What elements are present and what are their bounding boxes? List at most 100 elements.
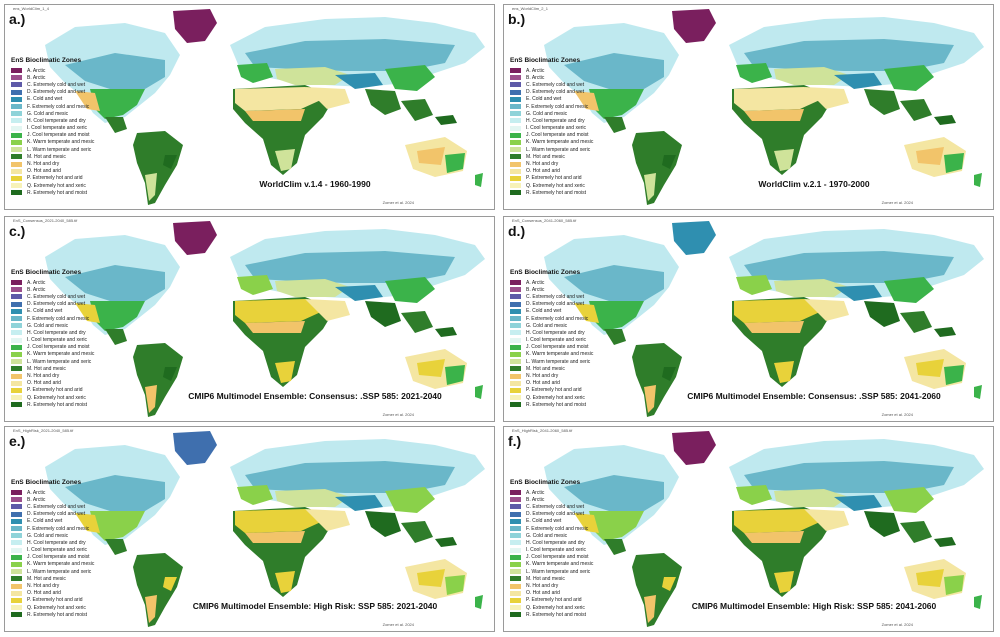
map-panel-6: EnS_HighRisk_2041-2060_585.tif f.) EnS B… xyxy=(503,426,994,632)
legend-label: I. Cool temperate and xeric xyxy=(27,125,88,132)
legend-label: B. Arctic xyxy=(526,74,545,81)
indonesia xyxy=(934,327,956,337)
legend-label: L. Warm temperate and xeric xyxy=(27,146,92,153)
indonesia xyxy=(435,115,457,125)
panel-title: CMIP6 Multimodel Ensemble: Consensus: .S… xyxy=(687,391,941,401)
south-america xyxy=(133,553,183,627)
southern-africa xyxy=(774,361,794,383)
legend-label: P. Extremely hot and arid xyxy=(526,597,582,604)
continents xyxy=(544,9,984,205)
legend-item: N. Hot and dry xyxy=(11,582,131,589)
legend-label: G. Cold and mesic xyxy=(526,532,568,539)
legend-swatch xyxy=(510,301,521,307)
legend-item: N. Hot and dry xyxy=(510,372,630,379)
indonesia xyxy=(934,537,956,547)
legend-item: I. Cool temperate and xeric xyxy=(510,125,630,132)
legend-item: A. Arctic xyxy=(11,67,131,74)
legend-item: A. Arctic xyxy=(510,489,630,496)
legend-swatch xyxy=(11,111,22,117)
australia-interior xyxy=(916,569,944,587)
legend-item: B. Arctic xyxy=(510,496,630,503)
legend-swatch xyxy=(510,68,521,74)
southern-africa xyxy=(275,361,295,383)
legend-item: I. Cool temperate and xeric xyxy=(11,547,131,554)
legend-label: A. Arctic xyxy=(27,489,46,496)
legend-label: M. Hot and mesic xyxy=(27,365,66,372)
legend-swatch xyxy=(510,118,521,124)
legend-label: G. Cold and mesic xyxy=(526,322,568,329)
legend-swatch xyxy=(510,139,521,145)
map-panel-5: EnS_HighRisk_2021-2040_585.tif e.) EnS B… xyxy=(4,426,495,632)
legend-label: J. Cool temperate and moist xyxy=(27,132,90,139)
legend-item: P. Extremely hot and arid xyxy=(510,597,630,604)
legend-item: A. Arctic xyxy=(11,279,131,286)
legend-item: B. Arctic xyxy=(510,74,630,81)
legend-label: N. Hot and dry xyxy=(27,161,60,168)
legend-swatch xyxy=(510,605,521,611)
legend-swatch xyxy=(510,373,521,379)
legend-label: M. Hot and mesic xyxy=(526,575,565,582)
legend-swatch xyxy=(11,175,22,181)
legend-label: C. Extremely cold and wet xyxy=(526,81,585,88)
tibet xyxy=(335,495,383,511)
world-map xyxy=(544,221,984,417)
north-america-temperate xyxy=(589,511,644,541)
legend-item: M. Hot and mesic xyxy=(11,575,131,582)
legend-item: H. Cool temperate and dry xyxy=(510,117,630,124)
central-america xyxy=(604,329,626,345)
legend-swatch xyxy=(510,294,521,300)
legend-swatch xyxy=(11,526,22,532)
new-zealand xyxy=(974,595,982,609)
southeast-asia xyxy=(900,99,932,121)
legend-swatch xyxy=(11,89,22,95)
legend-swatch xyxy=(11,287,22,293)
australia-east xyxy=(445,365,465,385)
legend-item: D. Extremely cold and wet xyxy=(11,301,131,308)
sahara xyxy=(734,509,822,533)
legend-label: K. Warm temperate and mesic xyxy=(526,139,594,146)
legend-label: F. Extremely cold and mesic xyxy=(27,103,90,110)
world-map xyxy=(45,431,485,627)
legend-label: L. Warm temperate and xeric xyxy=(526,358,591,365)
world-map xyxy=(45,9,485,205)
north-america-southwest xyxy=(574,303,599,323)
legend-item: C. Extremely cold and wet xyxy=(11,81,131,88)
legend-item: N. Hot and dry xyxy=(11,160,131,167)
new-zealand xyxy=(475,385,483,399)
legend-label: D. Extremely cold and wet xyxy=(526,511,585,518)
legend-title: EnS Bioclimatic Zones xyxy=(11,269,82,276)
legend-item: D. Extremely cold and wet xyxy=(11,89,131,96)
panel-title: CMIP6 Multimodel Ensemble: High Risk: SS… xyxy=(192,601,438,611)
legend-label: H. Cool temperate and dry xyxy=(27,117,86,124)
legend-item: Q. Extremely hot and xeric xyxy=(11,394,131,401)
credit: Zomer et al. 2024 xyxy=(382,412,414,417)
legend-item: E. Cold and wet xyxy=(11,96,131,103)
legend-item: Q. Extremely hot and xeric xyxy=(11,604,131,611)
legend-swatch xyxy=(11,75,22,81)
legend-swatch xyxy=(510,111,521,117)
legend-item: L. Warm temperate and xeric xyxy=(510,568,630,575)
map-panel-4: EnS_Consensus_2041-2060_585.tif d.) EnS … xyxy=(503,216,994,422)
indonesia xyxy=(435,537,457,547)
panel-label: d.) xyxy=(508,223,526,239)
tibet xyxy=(834,285,882,301)
south-america-south xyxy=(644,173,656,201)
legend-item: P. Extremely hot and arid xyxy=(11,597,131,604)
south-asia xyxy=(864,301,900,327)
sahel xyxy=(744,321,804,333)
legend-swatch xyxy=(510,132,521,138)
legend-item: H. Cool temperate and dry xyxy=(11,539,131,546)
legend-item: I. Cool temperate and xeric xyxy=(11,337,131,344)
legend-item: H. Cool temperate and dry xyxy=(510,329,630,336)
legend-swatch xyxy=(11,612,22,618)
credit: Zomer et al. 2024 xyxy=(881,412,913,417)
east-asia xyxy=(884,277,934,303)
arabia xyxy=(305,299,350,321)
east-asia xyxy=(385,65,435,91)
legend-item: Q. Extremely hot and xeric xyxy=(11,182,131,189)
southern-africa xyxy=(275,571,295,593)
legend: EnS Bioclimatic Zones A. Arctic B. Arctic… xyxy=(510,269,630,408)
legend-label: D. Extremely cold and wet xyxy=(27,301,86,308)
legend-swatch xyxy=(510,82,521,88)
legend-label: I. Cool temperate and xeric xyxy=(526,337,587,344)
